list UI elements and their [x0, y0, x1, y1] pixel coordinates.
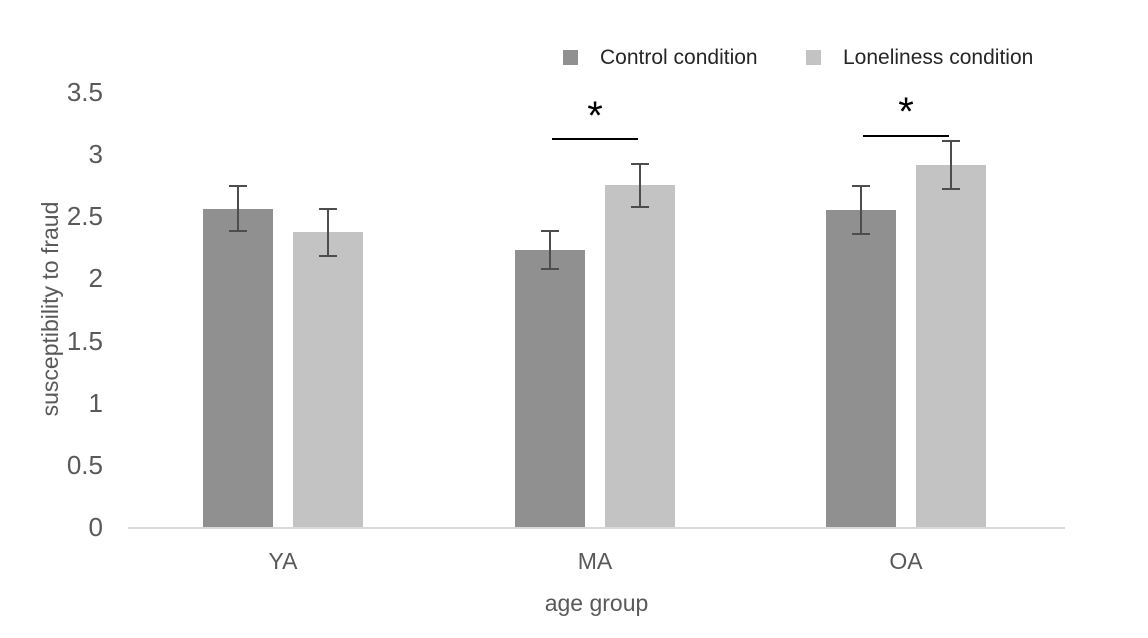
x-tick-label: MA [577, 548, 613, 574]
legend-item-loneliness: Loneliness condition [806, 46, 1034, 69]
y-tick-label: 2 [88, 263, 103, 294]
legend-swatch-control [563, 50, 578, 65]
bar-loneliness-YA [293, 232, 363, 527]
y-tick-label: 1.5 [66, 325, 103, 356]
x-tick-label: OA [889, 548, 923, 574]
bar-loneliness-OA [916, 165, 986, 527]
error-bar-control-MA [549, 229, 551, 270]
error-bar-cap-bottom-loneliness-YA [319, 255, 337, 258]
y-tick-label: 1 [88, 387, 103, 418]
significance-line-MA [552, 138, 638, 140]
error-bar-cap-bottom-control-MA [541, 267, 559, 270]
error-bar-loneliness-YA [327, 207, 329, 258]
error-bar-control-YA [237, 185, 239, 233]
error-bar-cap-bottom-loneliness-MA [631, 205, 649, 208]
bar-control-MA [515, 249, 585, 527]
error-bar-loneliness-OA [950, 140, 952, 191]
error-bar-cap-bottom-control-OA [852, 232, 870, 235]
error-bar-cap-top-loneliness-OA [942, 140, 960, 143]
error-bar-loneliness-MA [639, 162, 641, 208]
error-bar-cap-top-control-OA [852, 185, 870, 188]
y-tick-label: 2.5 [66, 201, 103, 232]
error-bar-cap-top-loneliness-YA [319, 207, 337, 210]
legend-swatch-loneliness [806, 50, 821, 65]
significance-line-OA [863, 135, 949, 137]
legend-item-control: Control condition [563, 46, 758, 69]
significance-asterisk-MA: * [587, 94, 603, 138]
x-tick-label: YA [268, 548, 298, 574]
bar-control-OA [826, 210, 896, 527]
x-axis-title: age group [544, 590, 649, 616]
y-tick-label: 3.5 [66, 76, 103, 107]
y-tick-label: 0 [88, 512, 103, 542]
error-bar-cap-top-control-MA [541, 229, 559, 232]
legend-label-control: Control condition [600, 46, 758, 69]
error-bar-cap-top-control-YA [229, 185, 247, 188]
error-bar-cap-bottom-control-YA [229, 230, 247, 233]
error-bar-cap-bottom-loneliness-OA [942, 188, 960, 191]
significance-asterisk-OA: * [898, 90, 914, 134]
x-axis-line [128, 527, 1065, 529]
y-tick-label: 0.5 [66, 449, 103, 480]
bar-control-YA [203, 208, 273, 527]
error-bar-control-OA [860, 185, 862, 235]
legend-label-loneliness: Loneliness condition [843, 46, 1034, 69]
y-tick-label: 3 [88, 139, 103, 170]
error-bar-cap-top-loneliness-MA [631, 162, 649, 165]
bar-loneliness-MA [605, 185, 675, 527]
